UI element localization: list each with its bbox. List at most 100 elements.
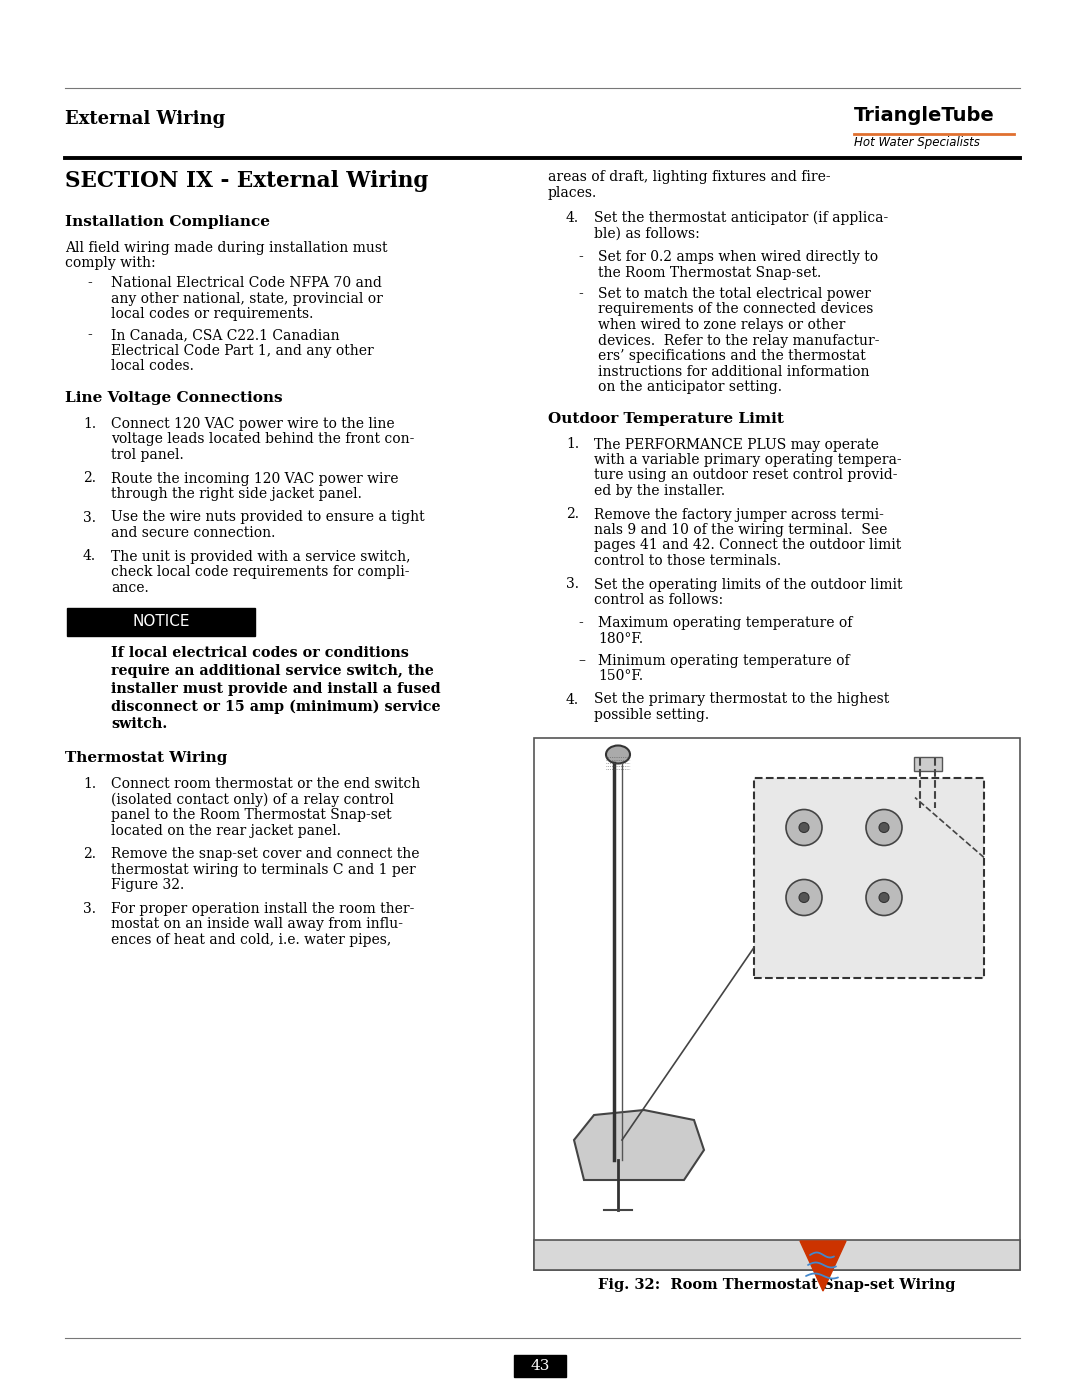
Text: (isolated contact only) of a relay control: (isolated contact only) of a relay contr… (111, 792, 394, 807)
FancyBboxPatch shape (754, 778, 984, 978)
Text: Set the primary thermostat to the highest: Set the primary thermostat to the highes… (594, 693, 889, 707)
Text: control as follows:: control as follows: (594, 592, 724, 608)
Text: Thermostat Wiring: Thermostat Wiring (65, 752, 228, 766)
Text: ers’ specifications and the thermostat: ers’ specifications and the thermostat (598, 349, 866, 363)
Text: 4.: 4. (566, 211, 579, 225)
Text: -: - (578, 286, 583, 300)
Text: any other national, state, provincial or: any other national, state, provincial or (111, 292, 383, 306)
Text: comply with:: comply with: (65, 257, 156, 271)
Text: 150°F.: 150°F. (598, 669, 643, 683)
Text: Set to match the total electrical power: Set to match the total electrical power (598, 286, 870, 300)
Text: 4.: 4. (566, 693, 579, 707)
Text: nals 9 and 10 of the wiring terminal.  See: nals 9 and 10 of the wiring terminal. Se… (594, 522, 888, 536)
FancyBboxPatch shape (534, 1241, 1020, 1270)
Text: ble) as follows:: ble) as follows: (594, 226, 700, 240)
Text: with a variable primary operating tempera-: with a variable primary operating temper… (594, 453, 902, 467)
Text: SECTION IX - External Wiring: SECTION IX - External Wiring (65, 170, 429, 191)
Polygon shape (800, 1241, 846, 1291)
Text: mostat on an inside wall away from influ-: mostat on an inside wall away from influ… (111, 916, 403, 932)
Text: -: - (578, 250, 583, 264)
Text: Line Voltage Connections: Line Voltage Connections (65, 391, 283, 405)
FancyBboxPatch shape (534, 738, 1020, 1270)
Text: Fig. 32:  Room Thermostat Snap-set Wiring: Fig. 32: Room Thermostat Snap-set Wiring (598, 1278, 956, 1292)
Text: voltage leads located behind the front con-: voltage leads located behind the front c… (111, 433, 415, 447)
Text: panel to the Room Thermostat Snap-set: panel to the Room Thermostat Snap-set (111, 807, 392, 821)
Circle shape (799, 823, 809, 833)
Text: disconnect or 15 amp (minimum) service: disconnect or 15 amp (minimum) service (111, 700, 441, 714)
Text: If local electrical codes or conditions: If local electrical codes or conditions (111, 645, 409, 659)
Text: local codes.: local codes. (111, 359, 194, 373)
Text: 3.: 3. (83, 510, 96, 524)
Text: Remove the factory jumper across termi-: Remove the factory jumper across termi- (594, 507, 883, 521)
Text: 43: 43 (530, 1359, 550, 1373)
Text: check local code requirements for compli-: check local code requirements for compli… (111, 564, 409, 578)
Text: local codes or requirements.: local codes or requirements. (111, 307, 313, 321)
Text: requirements of the connected devices: requirements of the connected devices (598, 303, 874, 317)
Text: In Canada, CSA C22.1 Canadian: In Canada, CSA C22.1 Canadian (111, 328, 339, 342)
Text: when wired to zone relays or other: when wired to zone relays or other (598, 319, 846, 332)
Text: 180°F.: 180°F. (598, 631, 643, 645)
Text: -: - (87, 328, 92, 342)
Text: –: – (578, 654, 585, 668)
Text: trol panel.: trol panel. (111, 448, 184, 462)
Text: 2.: 2. (566, 507, 579, 521)
Circle shape (786, 809, 822, 845)
Ellipse shape (606, 746, 630, 764)
Text: thermostat wiring to terminals C and 1 per: thermostat wiring to terminals C and 1 p… (111, 862, 416, 877)
Text: For proper operation install the room ther-: For proper operation install the room th… (111, 901, 415, 915)
Text: require an additional service switch, the: require an additional service switch, th… (111, 664, 434, 678)
Text: National Electrical Code NFPA 70 and: National Electrical Code NFPA 70 and (111, 277, 382, 291)
Text: Connect room thermostat or the end switch: Connect room thermostat or the end switc… (111, 777, 420, 791)
Text: Remove the snap-set cover and connect the: Remove the snap-set cover and connect th… (111, 847, 419, 861)
Text: 1.: 1. (83, 416, 96, 432)
Text: located on the rear jacket panel.: located on the rear jacket panel. (111, 824, 341, 838)
Text: Set the thermostat anticipator (if applica-: Set the thermostat anticipator (if appli… (594, 211, 888, 225)
Text: switch.: switch. (111, 717, 167, 731)
Text: NOTICE: NOTICE (132, 615, 190, 630)
Text: possible setting.: possible setting. (594, 708, 710, 722)
Text: Connect 120 VAC power wire to the line: Connect 120 VAC power wire to the line (111, 416, 394, 432)
Text: Minimum operating temperature of: Minimum operating temperature of (598, 654, 850, 668)
Circle shape (879, 893, 889, 902)
Text: The PERFORMANCE PLUS may operate: The PERFORMANCE PLUS may operate (594, 437, 879, 451)
Text: and secure connection.: and secure connection. (111, 527, 275, 541)
Text: ed by the installer.: ed by the installer. (594, 483, 725, 497)
Circle shape (879, 823, 889, 833)
Text: 2.: 2. (83, 472, 96, 486)
Text: places.: places. (548, 186, 597, 200)
Text: devices.  Refer to the relay manufactur-: devices. Refer to the relay manufactur- (598, 334, 879, 348)
Text: 1.: 1. (566, 437, 579, 451)
Text: All field wiring made during installation must: All field wiring made during installatio… (65, 242, 388, 256)
Text: ences of heat and cold, i.e. water pipes,: ences of heat and cold, i.e. water pipes… (111, 933, 391, 947)
Text: Outdoor Temperature Limit: Outdoor Temperature Limit (548, 412, 784, 426)
Text: 4.: 4. (83, 549, 96, 563)
Text: External Wiring: External Wiring (65, 110, 226, 129)
Text: Figure 32.: Figure 32. (111, 879, 185, 893)
Text: Set the operating limits of the outdoor limit: Set the operating limits of the outdoor … (594, 577, 903, 591)
Text: on the anticipator setting.: on the anticipator setting. (598, 380, 782, 394)
Text: installer must provide and install a fused: installer must provide and install a fus… (111, 682, 441, 696)
Text: Electrical Code Part 1, and any other: Electrical Code Part 1, and any other (111, 344, 374, 358)
Text: TriangleTube: TriangleTube (854, 106, 995, 124)
Text: The unit is provided with a service switch,: The unit is provided with a service swit… (111, 549, 410, 563)
Text: through the right side jacket panel.: through the right side jacket panel. (111, 488, 362, 502)
Text: Maximum operating temperature of: Maximum operating temperature of (598, 616, 852, 630)
Text: Route the incoming 120 VAC power wire: Route the incoming 120 VAC power wire (111, 472, 399, 486)
Circle shape (866, 809, 902, 845)
Circle shape (799, 893, 809, 902)
Text: 3.: 3. (83, 901, 96, 915)
FancyBboxPatch shape (914, 757, 942, 771)
Text: 3.: 3. (566, 577, 579, 591)
Text: areas of draft, lighting fixtures and fire-: areas of draft, lighting fixtures and fi… (548, 170, 831, 184)
Text: control to those terminals.: control to those terminals. (594, 555, 781, 569)
Text: the Room Thermostat Snap-set.: the Room Thermostat Snap-set. (598, 265, 821, 279)
FancyBboxPatch shape (67, 608, 255, 636)
Text: -: - (87, 277, 92, 291)
Circle shape (866, 880, 902, 915)
Circle shape (786, 880, 822, 915)
Text: 1.: 1. (83, 777, 96, 791)
Text: ture using an outdoor reset control provid-: ture using an outdoor reset control prov… (594, 468, 897, 482)
Text: instructions for additional information: instructions for additional information (598, 365, 869, 379)
Text: 2.: 2. (83, 847, 96, 861)
Polygon shape (573, 1111, 704, 1180)
